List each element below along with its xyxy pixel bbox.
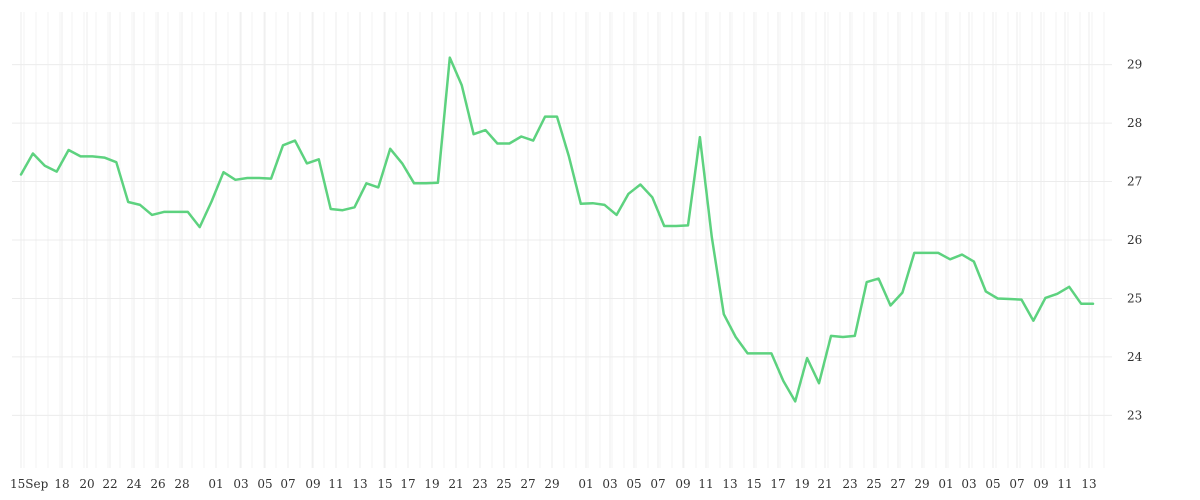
- x-tick-label: 05: [257, 477, 272, 491]
- x-tick-label: 07: [1009, 477, 1024, 491]
- x-tick-label: 25: [866, 477, 881, 491]
- y-tick-label: 26: [1127, 233, 1142, 247]
- x-tick-label: 29: [544, 477, 559, 491]
- x-tick-label: 09: [675, 477, 690, 491]
- x-tick-label: 27: [520, 477, 535, 491]
- x-tick-label: 13: [1081, 477, 1096, 491]
- x-tick-label: 11: [698, 477, 713, 491]
- x-tick-label: 25: [496, 477, 511, 491]
- x-tick-label: 01: [938, 477, 953, 491]
- x-tick-label: 22: [102, 477, 117, 491]
- series-layer: [19, 56, 1095, 403]
- y-tick-label: 23: [1127, 408, 1142, 422]
- x-tick-label: 27: [890, 477, 905, 491]
- x-tick-label: 03: [961, 477, 976, 491]
- x-tick-label: 20: [79, 477, 94, 491]
- x-tick-label: 15: [377, 477, 392, 491]
- x-tick-label: 05: [626, 477, 641, 491]
- x-tick-label: 21: [448, 477, 463, 491]
- x-tick-label: 15: [746, 477, 761, 491]
- x-tick-label: 17: [770, 477, 785, 491]
- x-tick-label: 23: [472, 477, 487, 491]
- y-axis: 23 24 25 26 27 28 29: [1127, 58, 1143, 423]
- y-tick-label: 24: [1127, 350, 1143, 364]
- x-tick-label: 03: [602, 477, 617, 491]
- x-tick-label: 17: [400, 477, 415, 491]
- x-tick-label: 18: [54, 477, 69, 491]
- major-grid: [12, 12, 1112, 468]
- x-axis: 15Sep 18 20 22 24 26 28 01 03 05 07 09 11 13 15 17 19 21 2…: [10, 477, 1097, 491]
- x-tick-label: 28: [174, 477, 189, 491]
- x-tick-label: 21: [817, 477, 832, 491]
- x-tick-label: 09: [1033, 477, 1048, 491]
- y-tick-label: 28: [1127, 116, 1142, 130]
- x-tick-label: 19: [424, 477, 439, 491]
- x-tick-label: 13: [352, 477, 367, 491]
- x-tick-label: 11: [328, 477, 343, 491]
- x-tick-label: 05: [985, 477, 1000, 491]
- series-line: [19, 56, 1095, 403]
- x-tick-label: 26: [150, 477, 165, 491]
- x-tick-label: 09: [305, 477, 320, 491]
- x-tick-label: 15Sep: [10, 477, 49, 491]
- x-tick-label: 19: [794, 477, 809, 491]
- x-tick-label: 07: [650, 477, 665, 491]
- x-tick-label: 11: [1057, 477, 1072, 491]
- x-tick-label: 01: [578, 477, 593, 491]
- x-tick-label: 23: [842, 477, 857, 491]
- x-tick-label: 01: [208, 477, 223, 491]
- x-tick-label: 03: [233, 477, 248, 491]
- x-tick-label: 24: [126, 477, 142, 491]
- x-tick-label: 07: [280, 477, 295, 491]
- y-tick-label: 27: [1127, 175, 1142, 189]
- x-tick-label: 13: [722, 477, 737, 491]
- y-tick-label: 25: [1127, 291, 1142, 305]
- x-tick-label: 29: [914, 477, 929, 491]
- y-tick-label: 29: [1127, 58, 1142, 72]
